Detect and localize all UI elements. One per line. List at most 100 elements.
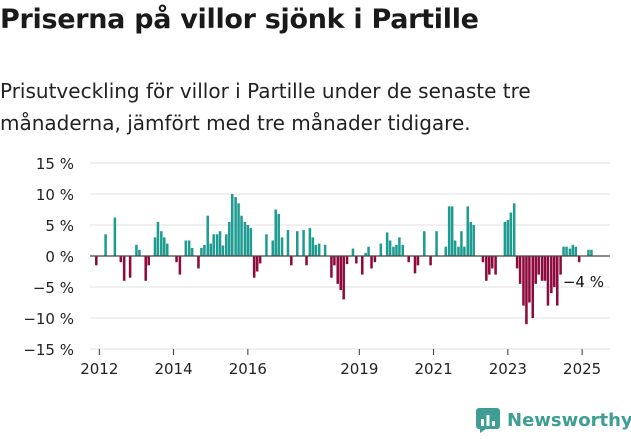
- chart-subtitle: Prisutveckling för villor i Partille und…: [0, 79, 531, 135]
- bar: [255, 256, 259, 272]
- bar: [407, 256, 410, 263]
- x-tick-label: 2025: [563, 360, 601, 378]
- bar: [512, 203, 516, 256]
- bar: [395, 244, 398, 256]
- x-tick-label: 2016: [229, 360, 267, 378]
- bar: [163, 237, 166, 256]
- bar: [546, 256, 550, 306]
- bar: [522, 256, 525, 306]
- bar: [568, 248, 572, 256]
- bar: [370, 256, 373, 269]
- bar: [590, 249, 593, 256]
- bar: [351, 248, 355, 256]
- bar: [574, 246, 578, 256]
- bar: [444, 246, 448, 256]
- bar: [550, 256, 553, 294]
- bar: [277, 213, 280, 256]
- y-tick-label: −10 %: [23, 310, 74, 328]
- bar: [515, 256, 519, 269]
- bar: [218, 231, 222, 256]
- bar: [265, 234, 268, 256]
- bar: [571, 244, 575, 256]
- bar: [485, 256, 488, 281]
- bar: [317, 243, 321, 256]
- bar: [355, 256, 358, 264]
- bar: [466, 206, 470, 256]
- newsworthy-logo-icon: [476, 408, 500, 433]
- bar: [249, 228, 253, 256]
- bar: [258, 256, 262, 264]
- y-tick-label: −5 %: [33, 279, 74, 297]
- chart-title: Priserna på villor sjönk i Partille: [0, 4, 479, 35]
- bar: [308, 228, 312, 256]
- bar: [135, 244, 138, 256]
- bar: [286, 229, 290, 256]
- bar: [271, 240, 275, 256]
- bar: [509, 212, 513, 256]
- bar: [531, 256, 535, 318]
- gridlines: [90, 162, 610, 350]
- bar: [373, 256, 377, 263]
- bar: [274, 209, 277, 256]
- bar: [280, 237, 284, 256]
- bar: [122, 256, 126, 281]
- bar: [453, 240, 457, 256]
- bar: [481, 256, 485, 263]
- bar: [330, 256, 333, 278]
- bar: [153, 237, 157, 256]
- bar: [119, 256, 123, 263]
- bars: [95, 194, 593, 325]
- bar: [525, 256, 528, 325]
- bar: [345, 256, 349, 265]
- bar: [537, 256, 540, 275]
- x-tick-label: 2012: [80, 360, 118, 378]
- bar: [388, 240, 392, 256]
- y-tick-label: 15 %: [36, 155, 74, 173]
- bar: [138, 249, 141, 256]
- y-tick-label: 0 %: [45, 248, 74, 266]
- bar: [401, 244, 405, 256]
- bar: [156, 221, 160, 256]
- bar: [460, 231, 463, 256]
- bar: [469, 221, 472, 256]
- bar: [215, 234, 219, 256]
- bar: [447, 206, 451, 256]
- bar: [450, 206, 454, 256]
- bar: [367, 246, 370, 256]
- bar: [360, 256, 364, 275]
- y-tick-label: 5 %: [45, 217, 74, 235]
- bar: [565, 246, 568, 256]
- x-tick-label: 2019: [340, 360, 378, 378]
- bar: [197, 256, 200, 269]
- bar: [113, 217, 117, 256]
- y-tick-label: −15 %: [23, 341, 74, 359]
- bar: [230, 194, 234, 256]
- bar: [518, 256, 522, 284]
- bar: [488, 256, 491, 275]
- bar: [104, 234, 107, 256]
- bar: [555, 256, 559, 306]
- bar: [490, 256, 494, 269]
- bar: [206, 215, 210, 256]
- bar: [416, 256, 420, 266]
- bar: [342, 256, 345, 300]
- latest-value-annotation: −4 %: [563, 273, 604, 291]
- bar: [463, 246, 466, 256]
- bar: [165, 243, 169, 256]
- brand-name: Newsworthy: [507, 409, 631, 431]
- y-tick-label: 10 %: [36, 186, 74, 204]
- bar: [577, 256, 581, 263]
- bar: [314, 244, 318, 256]
- bar-chart: −15 % −10 % −5 % 0 % 5 % 10 % 15 % 2012 2014 2016…: [23, 155, 610, 378]
- bar: [184, 240, 188, 256]
- bar: [240, 215, 243, 256]
- bar: [503, 221, 507, 256]
- bar: [252, 256, 256, 278]
- bar: [379, 243, 383, 256]
- bar: [506, 220, 510, 256]
- bar: [472, 225, 475, 256]
- bar: [587, 249, 590, 256]
- bar: [336, 256, 340, 284]
- bar: [398, 237, 401, 256]
- bar: [144, 256, 147, 281]
